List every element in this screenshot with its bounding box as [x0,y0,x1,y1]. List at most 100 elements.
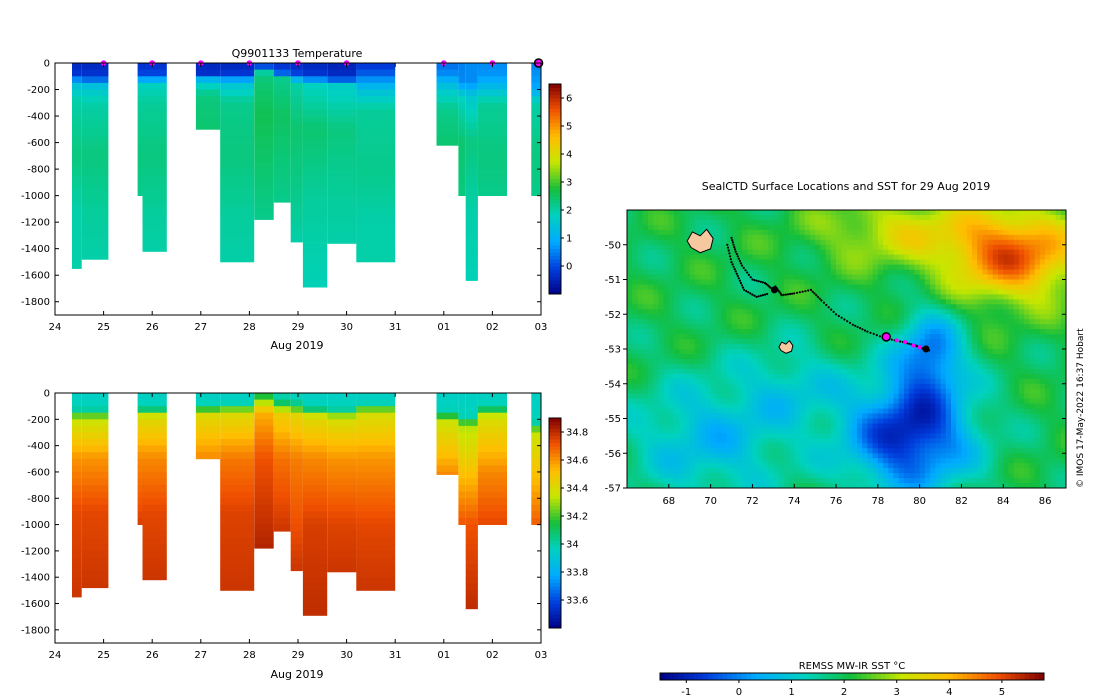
sst-cell [888,428,895,434]
sst-cell [977,413,983,419]
sst-cell [898,254,905,261]
sst-cell [752,403,759,410]
sst-cell [653,473,659,479]
sst-cell [804,438,811,444]
sst-cell [961,358,968,365]
sst-cell [820,473,827,479]
sst-cell [804,259,811,266]
profile-5-cell [220,169,255,177]
profile-9-cell [302,281,328,288]
sst-cell [742,438,748,444]
sst-cell [773,388,780,395]
sst-cell [684,453,691,459]
sst-cell [951,264,957,271]
sst-cell [982,368,989,375]
sst-cell [961,458,968,464]
sst-cell [627,314,633,320]
sst-cell [830,244,837,251]
sst-cell [830,413,837,419]
sst-cell [773,319,780,325]
sst-cell [971,398,978,405]
sst-cell [956,428,963,434]
sst-cell [731,259,738,266]
sst-cell [930,403,936,410]
sst-cell [789,274,795,280]
sst-cell [924,378,931,385]
sst-cell [663,423,670,429]
sst-cell [867,398,874,405]
sst-cell [653,349,659,355]
profile-7-cell [273,76,291,84]
profile-10-cell [327,242,357,244]
sst-cell [914,368,921,375]
sst-cell [642,433,649,439]
sst-cell [982,438,989,444]
sst-cell [736,219,743,226]
sst-cell [684,269,691,276]
sst-cell [825,458,832,464]
sst-cell [982,304,989,310]
sst-cell [653,319,659,325]
sst-cell [663,259,670,266]
sst-cell [914,269,921,276]
sst-cell [909,304,915,310]
sst-cell [627,309,633,315]
profile-9-cell [302,570,328,578]
sst-cell [679,309,686,315]
sst-cell [721,368,727,375]
sst-cell [632,274,638,280]
profile-11-cell [356,504,396,512]
sst-cell [919,458,926,464]
profile-9-cell [302,189,328,196]
sst-cell [904,234,910,241]
sst-cell [674,373,680,380]
sst-cell [752,358,759,365]
sst-cell [951,433,957,439]
sst-cell [971,229,978,236]
sst-cell [851,453,858,459]
colorbar-segment [549,168,561,172]
sst-cell [752,423,759,429]
sst-cell [742,289,748,295]
sst-cell [663,403,670,410]
sst-cell [700,349,706,355]
sst-cell [679,443,686,449]
sst-cell [705,304,712,310]
sst-cell [642,349,649,355]
profile-3-cell [142,458,167,466]
sst-cell [632,383,638,390]
sst-cell [940,249,947,256]
profile-9-cell [302,76,328,84]
sst-cell [726,398,733,405]
sst-cell [809,234,816,241]
sst-cell [783,468,790,474]
sst-cell [804,334,811,340]
sst-cell [961,418,968,424]
sst-cell [632,259,638,266]
sst-cell [945,234,952,241]
profile-12-cell [436,116,459,124]
sst-cell [961,215,968,221]
sst-cell [872,383,879,390]
sst-cell [851,448,858,454]
profile-0-cell [72,458,82,466]
profile-2-cell [137,116,143,124]
sst-cell [867,378,874,385]
sst-cell [778,363,785,370]
sst-cell [694,299,701,305]
sst-cell [857,304,863,310]
sst-cell [742,373,748,380]
sst-cell [914,254,921,261]
profile-3-cell [142,242,167,250]
profile-0-cell [72,544,82,552]
profile-6-cell [254,116,274,124]
sst-cell [930,329,936,335]
profile-9-cell [302,518,328,525]
sst-cell [982,314,989,320]
sst-cell [956,309,963,315]
y-tick-label: -200 [27,415,50,426]
sst-cell [909,349,915,355]
sst-cell [778,259,785,266]
sst-cell [904,224,910,231]
sst-cell [830,324,837,330]
